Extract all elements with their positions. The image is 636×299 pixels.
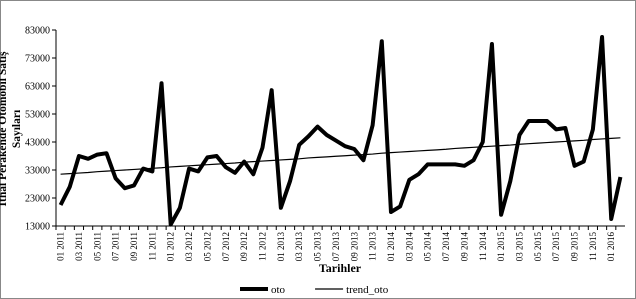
x-tick-label: 09 2014 [459, 232, 469, 262]
x-tick-label: 01 2012 [166, 232, 176, 261]
y-tick-label: 43000 [25, 138, 50, 149]
x-tick-label: 05 2014 [423, 232, 433, 262]
x-tick-label: 03 2015 [514, 232, 524, 262]
x-tick-label: 07 2013 [331, 232, 341, 262]
x-tick-label: 11 2013 [368, 232, 378, 261]
x-tick-label: 07 2012 [221, 232, 231, 261]
y-tick-label: 73000 [25, 54, 50, 65]
x-tick-label: 03 2012 [184, 232, 194, 261]
x-tick-label: 01 2014 [386, 232, 396, 262]
x-tick-label: 09 2013 [349, 232, 359, 262]
x-tick-label: 01 2015 [496, 232, 506, 262]
x-axis-title: Tarihler [319, 261, 362, 275]
y-tick-label: 63000 [25, 82, 50, 93]
x-tick-label: 01 2013 [276, 232, 286, 262]
legend-label: trend_oto [346, 284, 389, 296]
series-line [60, 137, 621, 175]
x-tick-label: 11 2015 [588, 232, 598, 261]
x-tick-label: 09 2011 [129, 232, 139, 261]
x-tick-label: 09 2015 [570, 232, 580, 262]
y-tick-label: 23000 [25, 194, 50, 205]
x-tick-label: 03 2013 [294, 232, 304, 262]
x-tick-label: 05 2012 [202, 232, 212, 261]
x-tick-label: 03 2011 [74, 232, 84, 261]
y-tick-label: 33000 [25, 166, 50, 177]
x-tick-label: 07 2015 [551, 232, 561, 262]
x-tick-label: 11 2012 [257, 232, 267, 261]
x-tick-label: 05 2015 [533, 232, 543, 262]
x-tick-label: 11 2014 [478, 232, 488, 261]
x-tick-label: 09 2012 [239, 232, 249, 261]
series-line [58, 35, 623, 227]
legend-label: oto [271, 284, 286, 296]
y-tick-label: 53000 [25, 110, 50, 121]
x-tick-label: 07 2011 [111, 232, 121, 261]
x-tick-label: 07 2014 [441, 232, 451, 262]
y-tick-label: 13000 [25, 222, 50, 233]
x-tick-label: 03 2014 [404, 232, 414, 262]
y-axis-title: İthal Perakende Otomobil Satış Sayıları [0, 51, 23, 207]
x-tick-label: 05 2011 [92, 232, 102, 261]
y-tick-label: 83000 [25, 26, 50, 37]
x-tick-label: 05 2013 [313, 232, 323, 262]
x-tick-label: 01 2016 [606, 232, 616, 262]
x-tick-label: 11 2011 [147, 232, 157, 261]
x-tick-label: 01 2011 [56, 232, 66, 261]
